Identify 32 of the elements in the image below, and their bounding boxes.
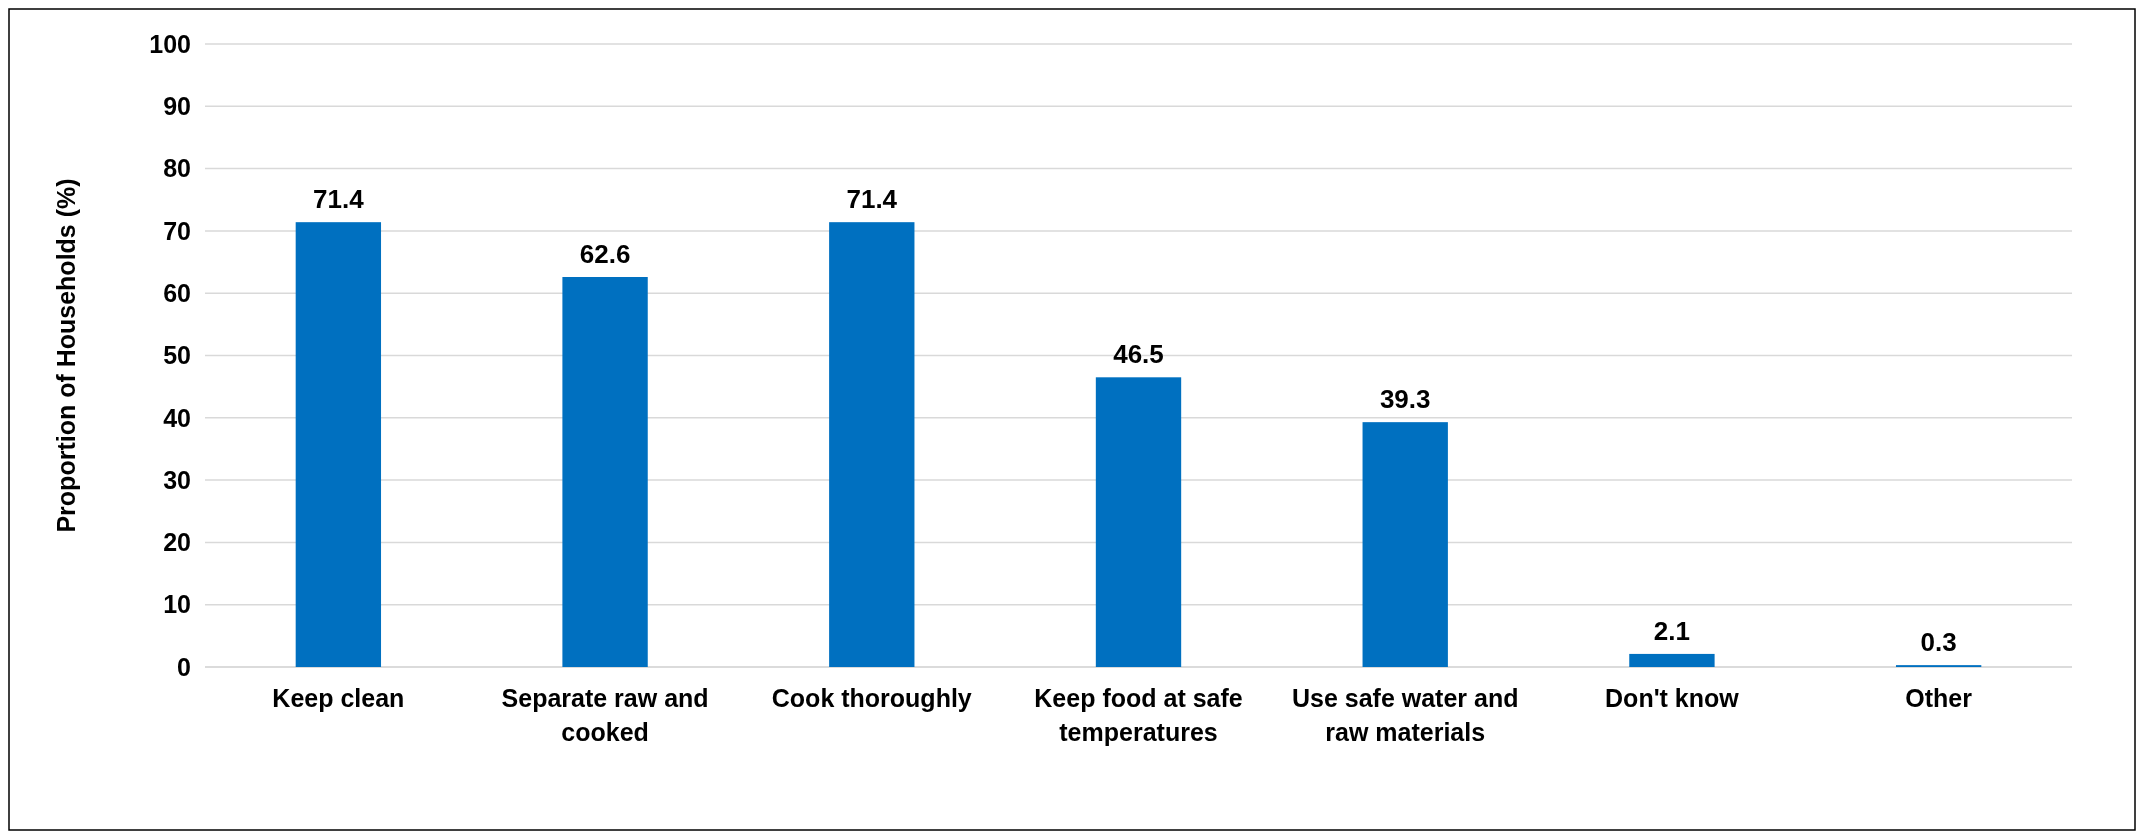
data-label: 2.1 bbox=[1653, 615, 1691, 646]
bar bbox=[829, 222, 915, 667]
x-tick-label: Don't know bbox=[1605, 684, 1740, 712]
data-label: 46.5 bbox=[1113, 339, 1164, 370]
x-tick-label: Cook thoroughly bbox=[771, 684, 972, 712]
y-tick-label: 0 bbox=[177, 652, 191, 681]
x-tick-label: Other bbox=[1905, 684, 1973, 712]
y-tick-label: 30 bbox=[163, 465, 191, 494]
x-tick-label: Use safe water and raw materials bbox=[1291, 684, 1519, 746]
bar bbox=[1095, 377, 1182, 667]
x-tick-label: Keep clean bbox=[272, 684, 405, 712]
data-label: 39.3 bbox=[1379, 384, 1431, 415]
y-tick-label: 90 bbox=[163, 92, 191, 121]
y-tick-label: 20 bbox=[163, 528, 191, 557]
x-tick-label: Keep food at safe temperatures bbox=[1034, 684, 1243, 746]
bar bbox=[562, 277, 648, 667]
y-tick-label: 70 bbox=[163, 216, 191, 245]
bar bbox=[1362, 422, 1448, 667]
x-tick-label: Separate raw and cooked bbox=[501, 684, 709, 746]
y-tick-label: 80 bbox=[163, 154, 191, 183]
data-label: 62.6 bbox=[579, 239, 631, 269]
y-tick-label: 40 bbox=[163, 403, 191, 432]
bar bbox=[1629, 653, 1715, 667]
data-label: 71.4 bbox=[846, 184, 898, 215]
data-label: 0.3 bbox=[1920, 627, 1957, 658]
bar bbox=[295, 222, 382, 667]
y-tick-label: 50 bbox=[163, 341, 191, 370]
y-tick-label: 100 bbox=[149, 29, 191, 58]
data-label: 71.4 bbox=[313, 184, 365, 215]
y-tick-label: 10 bbox=[163, 590, 191, 619]
y-tick-label: 60 bbox=[163, 278, 191, 307]
y-axis-title: Proportion of Households (%) bbox=[52, 178, 80, 533]
